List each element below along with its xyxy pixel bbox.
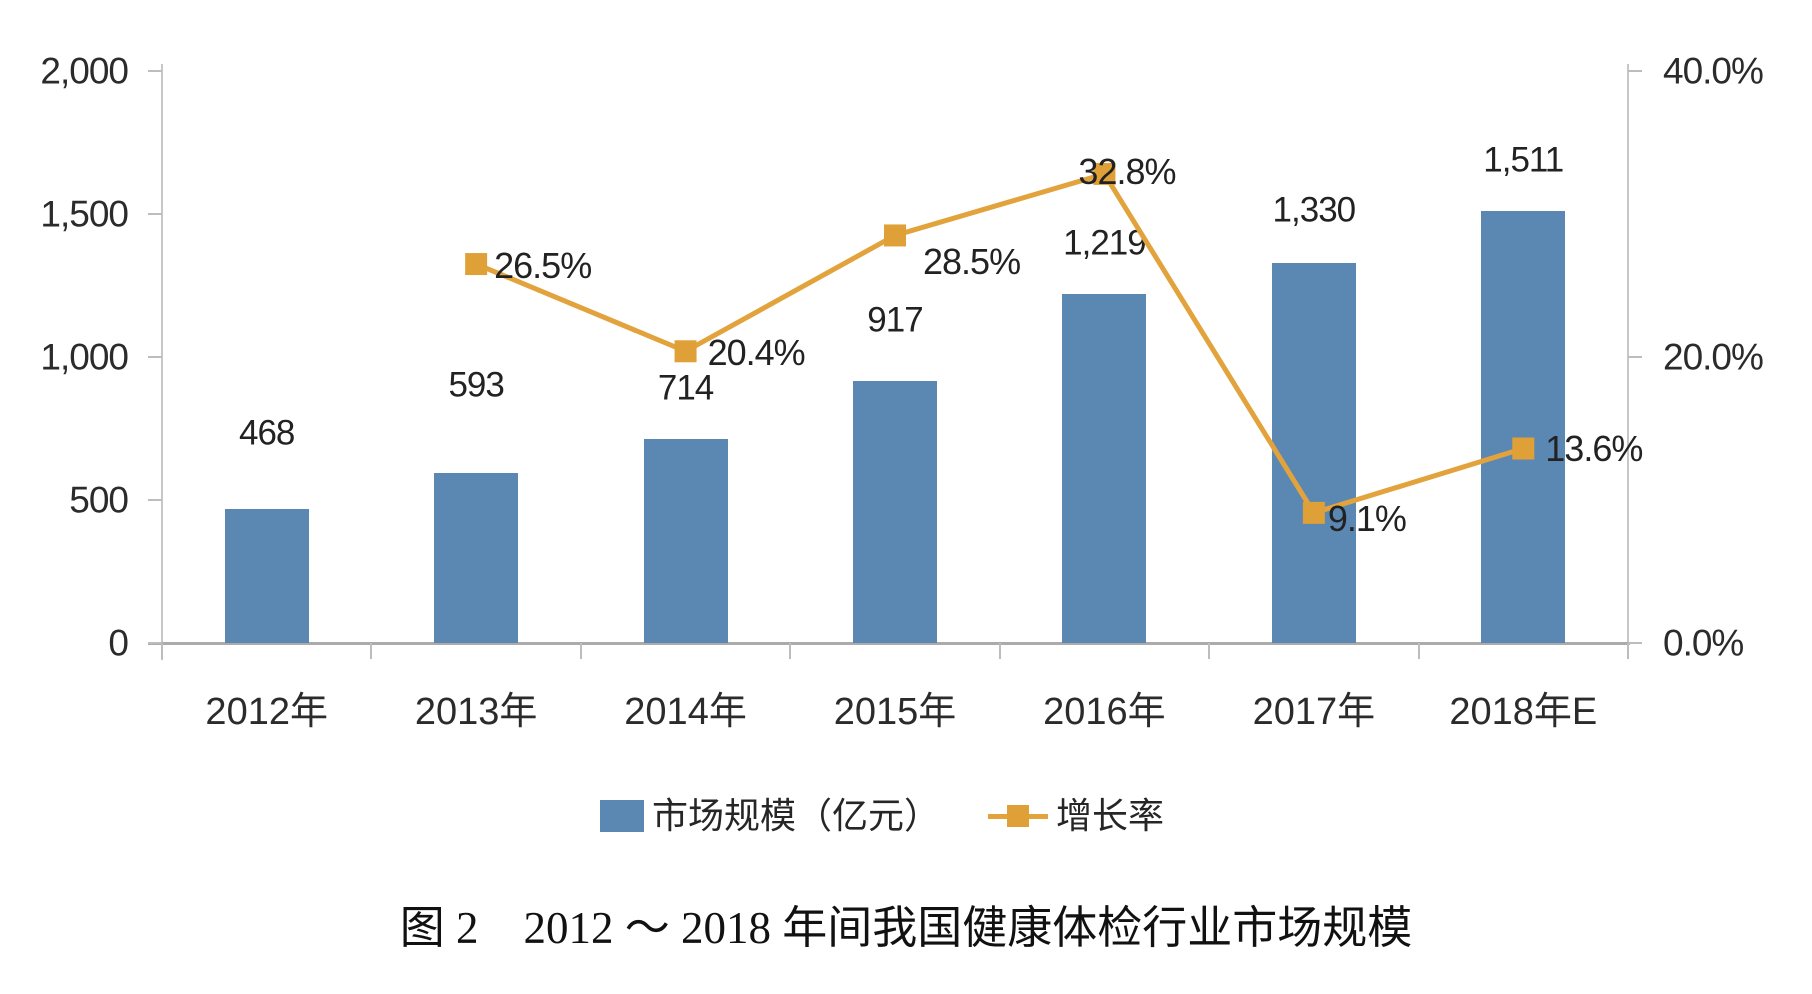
- bar-2015年: [853, 380, 937, 643]
- growth-rate-marker: [465, 253, 488, 276]
- bar-2013年: [434, 473, 519, 643]
- y-axis-tick-label: 0: [108, 622, 129, 664]
- legend-item: 增长率: [988, 797, 1164, 835]
- growth-rate-label: 28.5%: [923, 241, 1021, 283]
- growth-rate-marker: [674, 340, 697, 363]
- growth-rate-line: [475, 171, 1525, 516]
- y-axis-tick-mark: [148, 642, 162, 644]
- x-axis-tick-mark: [789, 643, 792, 659]
- growth-rate-marker: [884, 224, 906, 247]
- y-axis-tick-mark: [148, 213, 162, 215]
- x-axis-tick-mark: [161, 643, 163, 659]
- bar-2012年: [224, 509, 309, 643]
- growth-rate-label: 9.1%: [1327, 497, 1407, 539]
- growth-rate-label: 26.5%: [494, 245, 592, 287]
- bar-value-label: 593: [448, 365, 504, 405]
- y-axis-tick-mark: [148, 356, 162, 358]
- x-axis-label: 2015年: [833, 691, 957, 733]
- x-axis-label: 2017年: [1252, 691, 1376, 733]
- legend-label: 增长率: [1056, 795, 1165, 836]
- x-axis-tick-mark: [1208, 643, 1211, 659]
- x-axis-label: 2013年: [414, 691, 538, 733]
- x-axis-tick-mark: [1417, 643, 1420, 659]
- legend-line-marker: [1007, 805, 1030, 827]
- left-axis-line: [161, 64, 163, 660]
- x-axis-tick-mark: [1627, 643, 1629, 659]
- bar-value-label: 1,511: [1483, 140, 1564, 180]
- growth-rate-label: 13.6%: [1545, 427, 1643, 469]
- x-axis-label: 2018年E: [1449, 691, 1598, 733]
- bar-2016年: [1062, 294, 1147, 643]
- right-axis-tick-mark: [1628, 356, 1642, 358]
- y-axis-tick-label: 1,000: [40, 336, 129, 378]
- legend-line-marker-swatch-icon: [988, 800, 1049, 832]
- legend: 市场规模（亿元） 增长率: [600, 796, 1164, 836]
- x-axis-label: 2014年: [624, 691, 747, 733]
- right-axis-tick-label: 40.0%: [1663, 50, 1764, 92]
- bar-2014年: [643, 438, 728, 643]
- right-axis-tick-label: 0.0%: [1663, 622, 1744, 664]
- bar-value-label: 1,330: [1272, 190, 1357, 230]
- x-axis-line: [148, 642, 1630, 645]
- x-axis-tick-mark: [579, 643, 582, 659]
- right-axis-tick-mark: [1628, 642, 1642, 644]
- bar-value-label: 714: [657, 368, 714, 408]
- right-axis-line: [1627, 64, 1629, 654]
- figure-caption: 图 2 2012 ～ 2018 年间我国健康体检行业市场规模: [399, 903, 1413, 953]
- bar-value-label: 468: [239, 413, 295, 453]
- bar-value-label: 1,219: [1063, 223, 1147, 263]
- right-axis-tick-label: 20.0%: [1663, 336, 1764, 378]
- x-axis-label: 2016年: [1043, 691, 1166, 733]
- y-axis-tick-mark: [148, 70, 162, 72]
- legend-label: 市场规模（亿元）: [652, 795, 941, 836]
- bar-value-label: 917: [867, 300, 923, 340]
- growth-rate-label: 32.8%: [1078, 150, 1176, 192]
- y-axis-tick-label: 1,500: [40, 193, 129, 235]
- right-axis-tick-mark: [1628, 70, 1642, 72]
- bar-2017年: [1271, 262, 1356, 643]
- y-axis-tick-mark: [148, 499, 162, 501]
- growth-rate-label: 20.4%: [707, 332, 806, 374]
- legend-item: 市场规模（亿元）: [600, 797, 940, 835]
- x-axis-label: 2012年: [205, 691, 328, 733]
- x-axis-tick-mark: [370, 643, 373, 659]
- y-axis-tick-label: 500: [69, 479, 129, 521]
- x-axis-tick-mark: [998, 643, 1001, 659]
- y-axis-tick-label: 2,000: [40, 50, 129, 92]
- legend-bar-swatch-icon: [600, 800, 644, 832]
